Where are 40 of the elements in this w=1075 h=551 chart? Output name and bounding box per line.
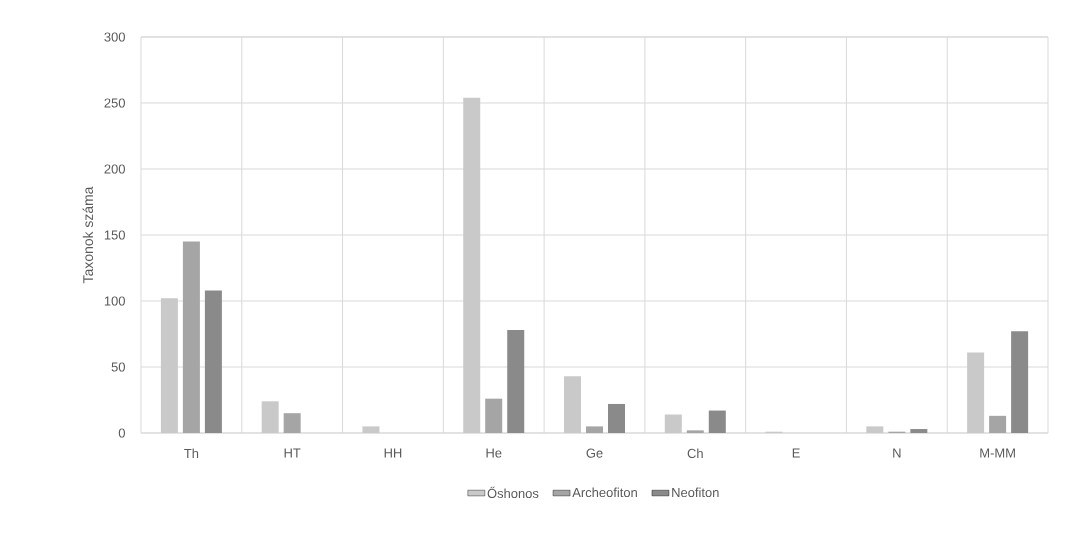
x-tick-label: N: [893, 448, 901, 458]
bar: [686, 430, 704, 433]
bar: [910, 429, 928, 433]
bar: [182, 241, 200, 433]
x-tick-label: He: [486, 448, 502, 458]
bar: [564, 376, 581, 433]
legend-label: Neofiton: [672, 487, 719, 498]
y-tick-label: 250: [104, 98, 125, 108]
y-tick-label: 300: [104, 32, 125, 42]
legend-label: Archeofiton: [572, 487, 637, 498]
bar: [283, 413, 301, 433]
x-tick-label: HT: [284, 448, 301, 458]
x-tick-label: Ch: [687, 448, 703, 459]
x-tick-label: HH: [384, 448, 402, 458]
y-tick-label: 200: [104, 164, 125, 174]
bar: [507, 330, 525, 433]
bar: [708, 410, 726, 433]
bar: [967, 352, 985, 433]
x-tick-label: M-MM: [980, 448, 1015, 458]
y-tick-label: 100: [104, 296, 125, 306]
bar: [261, 401, 279, 433]
bar: [989, 415, 1007, 433]
bar: [586, 426, 603, 433]
bar: [204, 290, 222, 433]
legend-label: Őshonos: [487, 486, 539, 499]
x-tick-label: Th: [184, 448, 199, 458]
y-tick-label: 150: [104, 230, 125, 240]
y-tick-label: 50: [111, 362, 125, 372]
x-tick-label: Ge: [586, 448, 603, 458]
bar: [1011, 331, 1029, 433]
y-tick-label: 0: [118, 428, 125, 438]
bar: [463, 97, 481, 433]
y-axis-title: Taxonok száma: [82, 186, 94, 284]
x-tick-label: E: [792, 448, 800, 458]
bar: [664, 414, 682, 433]
bar: [608, 403, 625, 433]
bar: [485, 398, 503, 433]
bar: [160, 298, 178, 433]
bar: [362, 426, 380, 433]
bar: [866, 426, 884, 433]
